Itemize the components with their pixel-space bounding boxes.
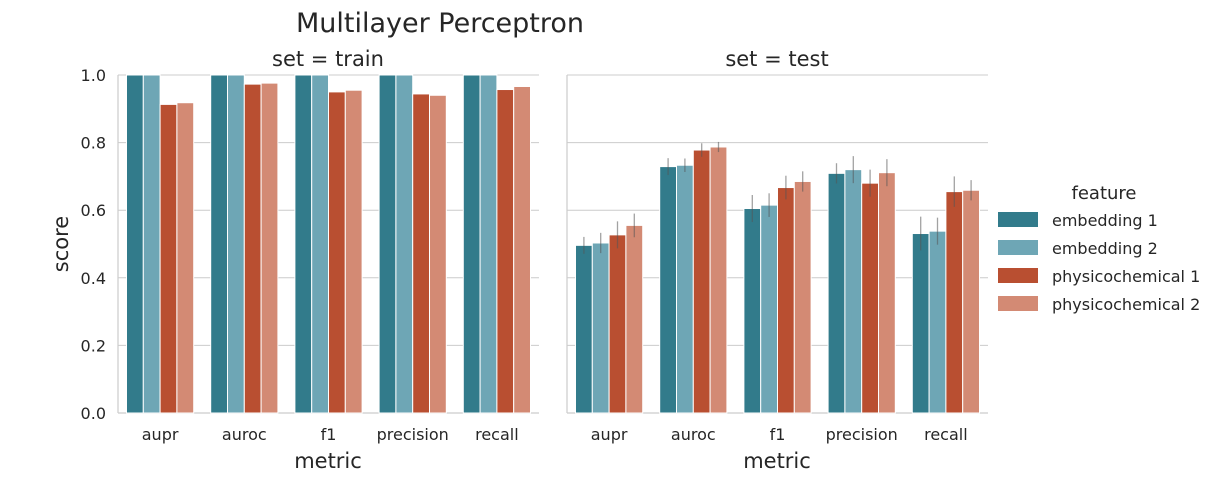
x-tick-label: precision — [377, 425, 449, 444]
y-tick-label: 0.0 — [81, 404, 106, 423]
x-axis-label-train: metric — [294, 449, 362, 473]
bar-precision-physicochemical-1 — [861, 182, 880, 414]
panel-train: set = train score metric 0.0 0.2 0.4 0.6 0.8… — [49, 47, 539, 473]
legend-label: embedding 2 — [1052, 239, 1158, 258]
bar-aupr-embedding-2 — [591, 242, 610, 414]
x-tick-label: precision — [826, 425, 898, 444]
bar-f1-physicochemical-1 — [328, 91, 346, 414]
bar-f1-embedding-2 — [760, 204, 779, 414]
bar-recall-embedding-2 — [928, 230, 947, 414]
legend-swatch — [998, 212, 1038, 227]
bar-recall-embedding-2 — [479, 74, 498, 414]
bar-auroc-physicochemical-2 — [260, 82, 279, 414]
x-tick-label: recall — [924, 425, 968, 444]
x-tick-label: auroc — [671, 425, 716, 444]
bar-precision-embedding-2 — [395, 74, 414, 414]
panel-title-test: set = test — [725, 47, 828, 71]
x-tick-label: recall — [475, 425, 519, 444]
bar-auroc-physicochemical-1 — [692, 149, 711, 414]
bar-f1-embedding-1 — [743, 208, 762, 414]
y-axis-label: score — [49, 216, 73, 272]
y-tick-label: 1.0 — [81, 66, 106, 85]
bar-auroc-physicochemical-1 — [243, 83, 262, 414]
bar-aupr-physicochemical-1 — [608, 234, 627, 414]
bar-recall-physicochemical-2 — [962, 189, 981, 414]
bar-auroc-physicochemical-2 — [709, 146, 728, 414]
bar-auroc-embedding-1 — [210, 74, 228, 414]
x-tick-label: f1 — [321, 425, 337, 444]
bar-aupr-embedding-2 — [142, 74, 161, 414]
legend-label: physicochemical 2 — [1052, 295, 1200, 314]
bar-aupr-physicochemical-2 — [625, 224, 644, 414]
bar-f1-embedding-2 — [311, 74, 330, 414]
bar-precision-embedding-1 — [378, 74, 397, 414]
bar-precision-embedding-1 — [827, 172, 846, 414]
bar-recall-physicochemical-1 — [945, 191, 964, 414]
x-axis-label-test: metric — [743, 449, 811, 473]
panel-title-train: set = train — [272, 47, 384, 71]
bar-precision-physicochemical-2 — [878, 172, 896, 414]
legend-swatch — [998, 268, 1038, 283]
bar-recall-embedding-1 — [911, 233, 930, 414]
legend-swatch — [998, 296, 1038, 311]
chart-title: Multilayer Perceptron — [296, 8, 584, 39]
bar-f1-physicochemical-2 — [793, 180, 812, 414]
bar-precision-physicochemical-1 — [412, 93, 431, 414]
bar-recall-physicochemical-2 — [513, 85, 532, 414]
bar-auroc-embedding-1 — [659, 166, 678, 414]
bar-auroc-embedding-2 — [227, 74, 245, 414]
y-tick-label: 0.6 — [81, 201, 106, 220]
legend: feature embedding 1 embedding 2 physicoche… — [998, 183, 1200, 314]
bar-aupr-physicochemical-1 — [159, 103, 178, 414]
bar-recall-physicochemical-1 — [496, 89, 515, 414]
panel-test: set = test metric aupr auroc f1 precision re… — [566, 47, 988, 473]
bar-precision-embedding-2 — [844, 169, 863, 414]
x-tick-label: aupr — [142, 425, 179, 444]
y-tick-label: 0.8 — [81, 134, 106, 153]
legend-title: feature — [1072, 183, 1137, 204]
legend-label: physicochemical 1 — [1052, 267, 1200, 286]
bar-f1-physicochemical-1 — [777, 187, 795, 414]
x-tick-label: f1 — [770, 425, 786, 444]
bar-auroc-embedding-2 — [676, 164, 694, 414]
bar-aupr-physicochemical-2 — [176, 102, 195, 414]
legend-swatch — [998, 240, 1038, 255]
legend-label: embedding 1 — [1052, 211, 1158, 230]
x-tick-label: auroc — [222, 425, 267, 444]
bar-f1-embedding-1 — [294, 74, 313, 414]
bar-aupr-embedding-1 — [126, 74, 144, 414]
bar-precision-physicochemical-2 — [429, 94, 447, 414]
bar-aupr-embedding-1 — [575, 244, 593, 414]
x-tick-label: aupr — [591, 425, 628, 444]
bar-f1-physicochemical-2 — [344, 89, 363, 414]
bar-recall-embedding-1 — [462, 74, 481, 414]
y-tick-label: 0.2 — [81, 336, 106, 355]
y-tick-label: 0.4 — [81, 269, 106, 288]
